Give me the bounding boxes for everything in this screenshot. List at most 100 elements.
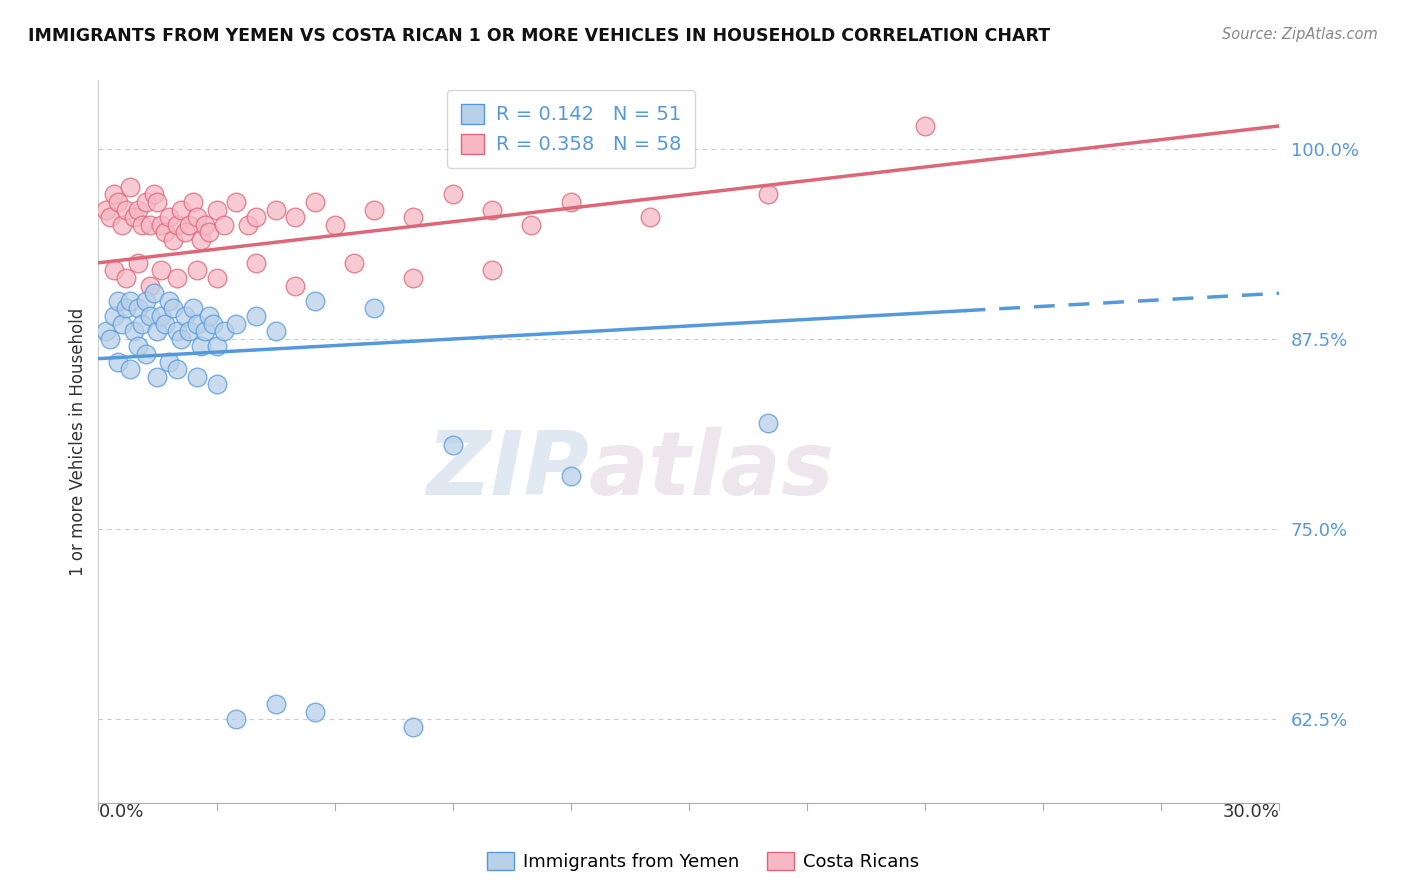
- Point: [135, 194, 157, 209]
- Point: [363, 202, 385, 217]
- Point: [146, 194, 169, 209]
- Point: [135, 347, 157, 361]
- Point: [560, 194, 582, 209]
- Point: [190, 233, 212, 247]
- Point: [402, 271, 425, 285]
- Point: [103, 187, 125, 202]
- Point: [115, 271, 138, 285]
- Text: ZIP: ZIP: [426, 427, 589, 514]
- Point: [150, 263, 173, 277]
- Text: Source: ZipAtlas.com: Source: ZipAtlas.com: [1222, 27, 1378, 42]
- Point: [166, 362, 188, 376]
- Point: [205, 377, 228, 392]
- Point: [177, 218, 200, 232]
- Point: [174, 309, 197, 323]
- Point: [323, 218, 346, 232]
- Point: [441, 187, 464, 202]
- Point: [520, 218, 543, 232]
- Point: [107, 293, 129, 308]
- Point: [96, 202, 118, 217]
- Point: [111, 317, 134, 331]
- Point: [186, 210, 208, 224]
- Point: [756, 416, 779, 430]
- Point: [560, 468, 582, 483]
- Point: [264, 697, 287, 711]
- Point: [245, 256, 267, 270]
- Point: [157, 210, 180, 224]
- Point: [177, 324, 200, 338]
- Point: [150, 218, 173, 232]
- Point: [181, 194, 204, 209]
- Point: [236, 218, 259, 232]
- Point: [150, 309, 173, 323]
- Text: IMMIGRANTS FROM YEMEN VS COSTA RICAN 1 OR MORE VEHICLES IN HOUSEHOLD CORRELATION: IMMIGRANTS FROM YEMEN VS COSTA RICAN 1 O…: [28, 27, 1050, 45]
- Point: [245, 309, 267, 323]
- Point: [127, 256, 149, 270]
- Point: [304, 705, 326, 719]
- Point: [103, 309, 125, 323]
- Point: [756, 187, 779, 202]
- Point: [205, 202, 228, 217]
- Point: [96, 324, 118, 338]
- Point: [481, 202, 503, 217]
- Point: [138, 218, 160, 232]
- Point: [194, 218, 217, 232]
- Point: [284, 210, 307, 224]
- Y-axis label: 1 or more Vehicles in Household: 1 or more Vehicles in Household: [69, 308, 87, 575]
- Point: [170, 332, 193, 346]
- Point: [343, 256, 366, 270]
- Point: [111, 218, 134, 232]
- Point: [441, 438, 464, 452]
- Point: [142, 187, 165, 202]
- Point: [135, 293, 157, 308]
- Point: [146, 324, 169, 338]
- Point: [166, 218, 188, 232]
- Point: [107, 354, 129, 368]
- Point: [402, 210, 425, 224]
- Point: [107, 194, 129, 209]
- Point: [197, 309, 219, 323]
- Point: [914, 119, 936, 133]
- Point: [225, 194, 247, 209]
- Point: [118, 293, 141, 308]
- Point: [245, 210, 267, 224]
- Point: [122, 324, 145, 338]
- Text: 30.0%: 30.0%: [1223, 803, 1279, 821]
- Point: [638, 210, 661, 224]
- Point: [162, 301, 184, 316]
- Point: [157, 293, 180, 308]
- Point: [205, 271, 228, 285]
- Point: [481, 263, 503, 277]
- Point: [122, 210, 145, 224]
- Point: [131, 317, 153, 331]
- Point: [162, 233, 184, 247]
- Point: [166, 324, 188, 338]
- Point: [186, 263, 208, 277]
- Point: [103, 263, 125, 277]
- Point: [155, 226, 177, 240]
- Point: [214, 218, 236, 232]
- Point: [174, 226, 197, 240]
- Point: [138, 278, 160, 293]
- Point: [205, 339, 228, 353]
- Point: [264, 324, 287, 338]
- Point: [264, 202, 287, 217]
- Point: [304, 194, 326, 209]
- Point: [402, 720, 425, 734]
- Point: [186, 370, 208, 384]
- Point: [131, 218, 153, 232]
- Point: [197, 226, 219, 240]
- Text: 0.0%: 0.0%: [98, 803, 143, 821]
- Point: [194, 324, 217, 338]
- Text: atlas: atlas: [589, 427, 834, 514]
- Point: [127, 301, 149, 316]
- Point: [181, 301, 204, 316]
- Point: [142, 286, 165, 301]
- Point: [186, 317, 208, 331]
- Legend: R = 0.142   N = 51, R = 0.358   N = 58: R = 0.142 N = 51, R = 0.358 N = 58: [447, 90, 695, 168]
- Point: [214, 324, 236, 338]
- Point: [115, 301, 138, 316]
- Point: [363, 301, 385, 316]
- Point: [157, 354, 180, 368]
- Point: [146, 370, 169, 384]
